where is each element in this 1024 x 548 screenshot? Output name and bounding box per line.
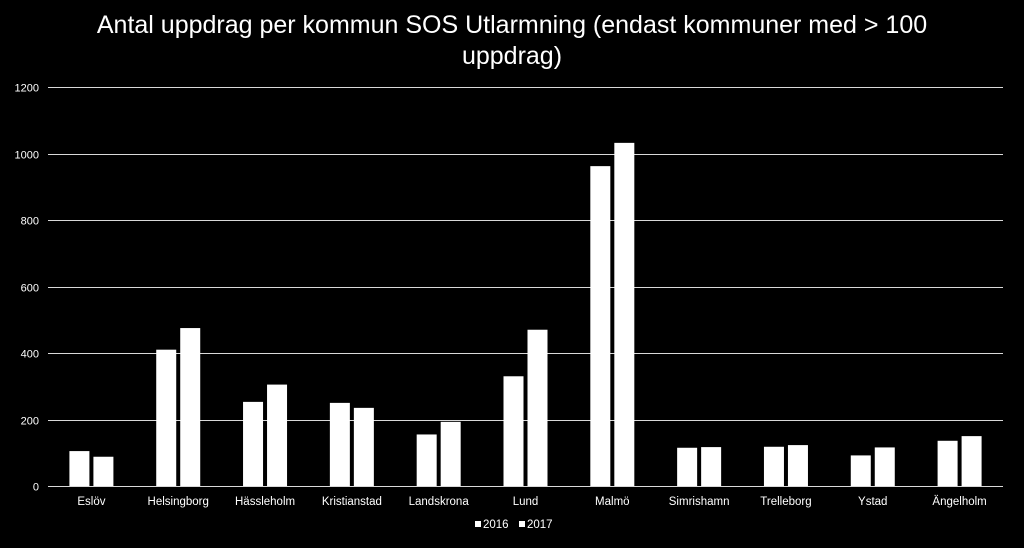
bar-2017-Landskrona [440, 421, 461, 486]
x-category-label: Kristianstad [322, 496, 382, 508]
y-tick-label: 600 [21, 283, 39, 295]
bars [69, 142, 982, 487]
legend-swatch-2017 [519, 521, 525, 527]
bar-2017-Helsingborg [180, 328, 201, 486]
y-tick-label: 0 [33, 482, 39, 494]
bar-2016-Lund [503, 376, 524, 486]
y-tick-label: 1000 [15, 150, 39, 162]
legend: 2016 2017 [475, 519, 553, 531]
y-axis-tick-labels: 0 200 400 600 800 1000 1200 [15, 83, 39, 494]
bar-2017-Hässleholm [267, 384, 288, 486]
bar-2017-Ängelholm [961, 436, 982, 486]
bar-2016-Simrishamn [677, 447, 698, 486]
y-tick-label: 400 [21, 349, 39, 361]
bar-2016-Ystad [850, 455, 871, 486]
legend-label-2017: 2017 [527, 519, 553, 531]
x-category-label: Landskrona [409, 496, 470, 508]
bar-2016-Trelleborg [763, 446, 784, 486]
bar-2017-Simrishamn [701, 447, 722, 486]
y-tick-label: 800 [21, 216, 39, 228]
y-tick-label: 200 [21, 416, 39, 428]
bar-2016-Landskrona [416, 434, 437, 486]
x-category-label: Simrishamn [669, 496, 730, 508]
bar-2016-Helsingborg [156, 349, 177, 486]
x-axis-category-labels: Eslöv Helsingborg Hässleholm Kristianstad La… [77, 496, 986, 508]
bar-2016-Hässleholm [243, 401, 264, 486]
chart-title: Antal uppdrag per kommun SOS Utlarmning … [96, 11, 928, 70]
bar-2017-Eslöv [93, 456, 114, 486]
y-tick-label: 1200 [15, 83, 39, 95]
x-category-label: Lund [513, 496, 539, 508]
bar-2017-Ystad [874, 447, 895, 486]
bar-2017-Lund [527, 329, 548, 486]
bar-2017-Kristianstad [353, 407, 374, 486]
bar-2016-Eslöv [69, 451, 90, 486]
legend-label-2016: 2016 [483, 519, 509, 531]
x-category-label: Malmö [595, 496, 630, 508]
bar-2017-Malmö [614, 142, 635, 487]
x-category-label: Ängelholm [932, 496, 986, 508]
x-category-label: Trelleborg [760, 496, 811, 508]
bar-2016-Kristianstad [329, 402, 350, 486]
x-category-label: Ystad [858, 496, 887, 508]
x-category-label: Hässleholm [235, 496, 295, 508]
bar-2016-Ängelholm [937, 440, 958, 486]
gridlines [48, 87, 1003, 487]
x-category-label: Helsingborg [148, 496, 209, 508]
bar-2017-Trelleborg [787, 445, 808, 486]
legend-swatch-2016 [475, 521, 481, 527]
x-category-label: Eslöv [77, 496, 105, 508]
bar-2016-Malmö [590, 166, 611, 486]
